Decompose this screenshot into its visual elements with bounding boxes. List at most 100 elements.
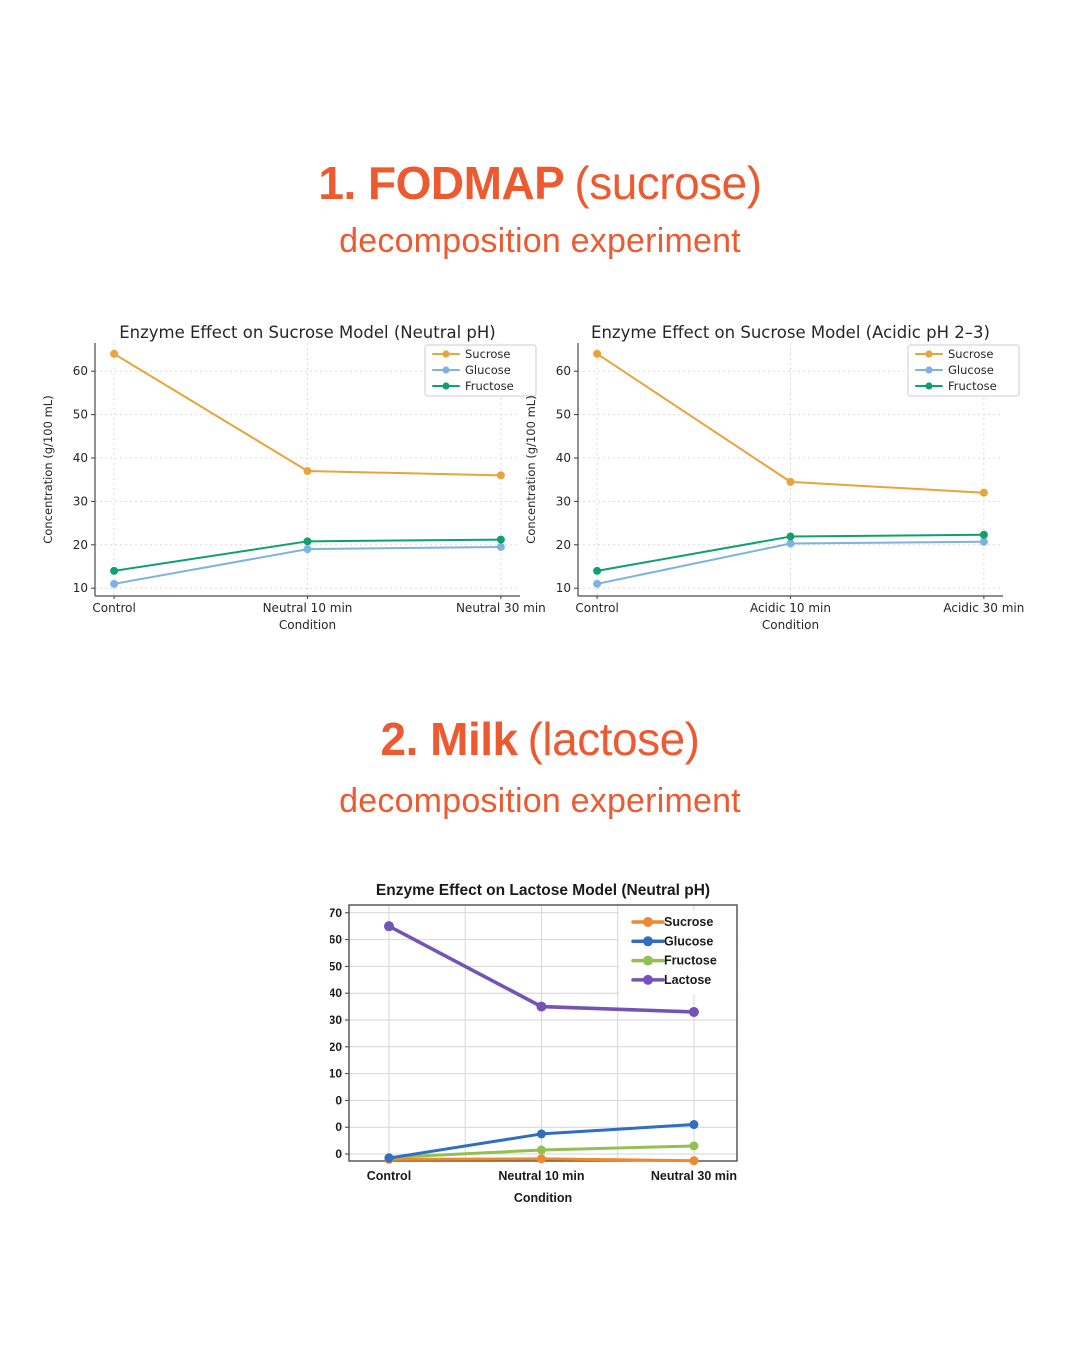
series-point-sucrose (110, 349, 119, 358)
y-tick-label: 0 (335, 1093, 342, 1107)
series-point-fructose (593, 566, 602, 575)
y-tick-label: 50 (556, 408, 571, 422)
y-tick-label: 10 (73, 581, 88, 595)
legend-label: Fructose (664, 954, 717, 968)
y-tick-label: 10 (330, 1067, 342, 1081)
x-tick-label: Acidic 30 min (943, 601, 1024, 615)
series-point-glucose (786, 539, 795, 548)
legend-box (907, 344, 1020, 397)
y-tick-label: 30 (556, 494, 571, 508)
series-point-fructose (536, 1145, 546, 1155)
section2-title-strong: 2. Milk (380, 713, 519, 765)
legend-marker-dot (442, 366, 450, 374)
legend-label: Glucose (664, 934, 713, 948)
y-tick-label: 40 (73, 451, 88, 465)
section1-title-strong: 1. FODMAP (318, 157, 565, 209)
x-tick-label: Neutral 30 min (456, 601, 546, 615)
y-tick-label: 50 (73, 408, 88, 422)
series-point-glucose (689, 1120, 699, 1130)
line-chart-svg: 70 60 50 40 30 20 10 0 0 0 Control Neutral 10 min Ne… (330, 882, 738, 1205)
series-point-fructose (303, 537, 312, 546)
y-tick-label: 30 (330, 1013, 342, 1027)
series-point-fructose (110, 566, 119, 575)
legend-marker-dot (643, 917, 653, 927)
series-point-lactose (383, 921, 394, 932)
legend-marker-dot (925, 366, 933, 374)
series-point-glucose (593, 579, 602, 588)
chart-sucrose-acidic-ph: 10 20 30 40 50 60 Control Acidic 10 min Acidic 3… (513, 298, 1043, 658)
x-tick-label: Neutral 10 min (498, 1169, 584, 1183)
legend-label: Sucrose (664, 915, 713, 929)
y-tick-label: 70 (330, 906, 342, 920)
chart-sucrose-neutral-ph: 10 20 30 40 50 60 Control Neutral 10 min Neutral… (30, 298, 560, 658)
y-tick-label: 60 (330, 933, 342, 947)
legend-marker-dot (925, 382, 933, 390)
series-point-sucrose (786, 477, 795, 486)
x-tick-label: Neutral 30 min (651, 1169, 737, 1183)
legend-marker-dot (442, 382, 450, 390)
y-tick-label: 0 (335, 1120, 342, 1134)
y-tick-label: 20 (73, 538, 88, 552)
legend-label: Sucrose (948, 347, 994, 361)
chart-title: Enzyme Effect on Sucrose Model (Acidic p… (591, 323, 990, 342)
y-tick-label: 60 (73, 364, 88, 378)
y-tick-label: 50 (330, 959, 342, 973)
legend-label: Fructose (465, 379, 514, 393)
x-tick-label: Control (367, 1169, 411, 1183)
x-tick-label: Neutral 10 min (263, 601, 353, 615)
y-axis-label: Concentration (g/100 mL) (41, 395, 55, 543)
y-tick-label: 30 (73, 494, 88, 508)
legend-label: Glucose (948, 363, 994, 377)
chart-lactose-neutral-ph: 70 60 50 40 30 20 10 0 0 0 Control Neutral 10 min Ne… (330, 878, 760, 1214)
x-tick-label: Control (575, 601, 618, 615)
series-point-fructose (689, 1141, 699, 1151)
series-point-sucrose (303, 467, 312, 476)
y-tick-label: 60 (556, 364, 571, 378)
x-axis-label: Condition (514, 1191, 572, 1205)
x-tick-label: Acidic 10 min (750, 601, 831, 615)
x-tick-label: Control (92, 601, 135, 615)
section1-subtitle: decomposition experiment (339, 222, 741, 260)
section2-subtitle: decomposition experiment (339, 782, 741, 820)
y-tick-label: 20 (556, 538, 571, 552)
legend-box (424, 344, 537, 397)
chart-title: Enzyme Effect on Sucrose Model (Neutral … (119, 323, 496, 342)
line-chart-svg: 10 20 30 40 50 60 Control Neutral 10 min Neutral… (41, 323, 546, 632)
legend-label: Glucose (465, 363, 511, 377)
series-point-sucrose (689, 1156, 699, 1166)
series-point-glucose (303, 545, 312, 554)
legend-marker-dot (643, 936, 653, 947)
series-point-sucrose (496, 471, 505, 480)
y-axis-label: Concentration (g/100 mL) (524, 395, 538, 543)
series-point-sucrose (536, 1154, 546, 1164)
y-tick-label: 0 (335, 1147, 342, 1161)
series-point-lactose (688, 1006, 699, 1017)
series-point-glucose (979, 537, 988, 546)
section2-title: 2. Milk (lactose) (0, 712, 1080, 767)
legend-marker-dot (643, 974, 653, 985)
series-point-glucose (110, 579, 119, 588)
legend-marker-dot (925, 350, 933, 358)
legend-marker-dot (643, 955, 653, 966)
section1-title: 1. FODMAP (sucrose) (0, 156, 1080, 211)
legend-label: Lactose (664, 973, 711, 987)
series-point-fructose (496, 535, 505, 544)
series-point-sucrose (979, 488, 988, 497)
x-axis-label: Condition (762, 618, 819, 632)
y-tick-label: 20 (330, 1040, 342, 1054)
legend-label: Fructose (948, 379, 997, 393)
series-point-glucose (536, 1129, 546, 1139)
legend-marker-dot (442, 350, 450, 358)
series-point-glucose (496, 542, 505, 551)
chart-title: Enzyme Effect on Lactose Model (Neutral … (376, 882, 710, 899)
y-tick-label: 10 (556, 581, 571, 595)
line-chart-svg: 10 20 30 40 50 60 Control Acidic 10 min Acidic 3… (524, 323, 1024, 632)
y-tick-label: 40 (330, 986, 342, 1000)
series-point-fructose (979, 530, 988, 539)
series-point-lactose (536, 1001, 547, 1012)
y-tick-label: 40 (556, 451, 571, 465)
series-point-fructose (786, 532, 795, 541)
legend-label: Sucrose (465, 347, 511, 361)
series-point-glucose (384, 1153, 394, 1163)
